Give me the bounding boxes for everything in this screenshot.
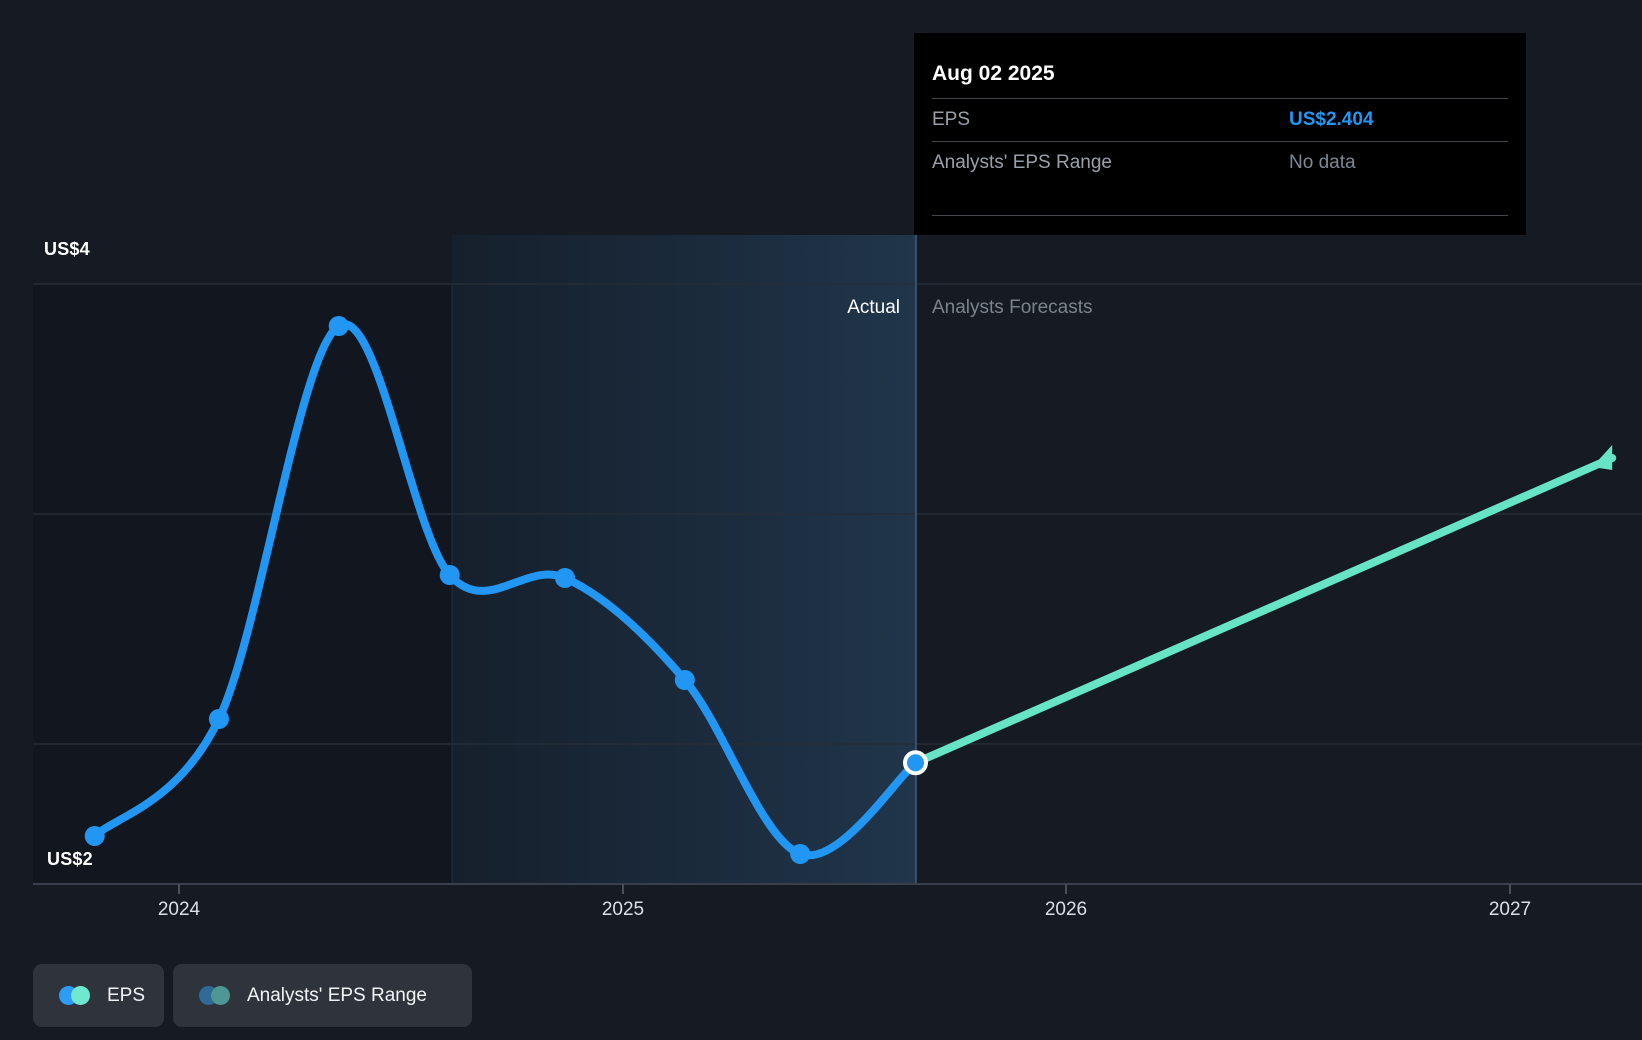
tooltip-date: Aug 02 2025 bbox=[932, 62, 1055, 85]
forecast-end-arrow-icon bbox=[1592, 445, 1613, 470]
tooltip-range-label: Analysts' EPS Range bbox=[932, 152, 1112, 173]
legend-range-label: Analysts' EPS Range bbox=[247, 984, 427, 1006]
range-teal-dot-icon bbox=[211, 986, 230, 1005]
eps-point[interactable] bbox=[328, 316, 349, 336]
x-axis-label-2025: 2025 bbox=[601, 899, 645, 920]
tooltip-separator bbox=[932, 141, 1508, 142]
eps-teal-dot-icon bbox=[71, 986, 90, 1005]
series-line-forecast bbox=[911, 454, 1617, 767]
legend-pill-eps[interactable]: EPS bbox=[33, 964, 164, 1027]
x-axis-label-2026: 2026 bbox=[1044, 899, 1088, 920]
phase-label-forecasts: Analysts Forecasts bbox=[932, 297, 1093, 318]
eps-point[interactable] bbox=[208, 709, 229, 729]
tooltip-separator bbox=[932, 98, 1508, 99]
hovered-eps-point[interactable] bbox=[903, 750, 928, 776]
tooltip-row-eps: EPS US$2.404 bbox=[932, 99, 1508, 141]
tooltip-eps-label: EPS bbox=[932, 109, 971, 130]
tooltip-eps-value: US$2.404 bbox=[1289, 109, 1374, 130]
pre-band-shade bbox=[33, 284, 452, 884]
eps-point[interactable] bbox=[790, 844, 811, 864]
y-axis-label-us4: US$4 bbox=[44, 239, 90, 259]
tooltip-range-value: No data bbox=[1289, 152, 1356, 173]
eps-point[interactable] bbox=[84, 826, 105, 846]
eps-point[interactable] bbox=[555, 568, 575, 588]
eps-point[interactable] bbox=[674, 670, 695, 690]
series-points bbox=[84, 316, 1613, 864]
x-axis-label-2027: 2027 bbox=[1488, 899, 1532, 920]
x-axis-label-2024: 2024 bbox=[157, 899, 201, 920]
legend-eps-label: EPS bbox=[107, 984, 146, 1006]
phase-label-actual: Actual bbox=[847, 297, 900, 318]
eps-point[interactable] bbox=[439, 565, 460, 585]
legend-pill-analysts-eps-range[interactable]: Analysts' EPS Range bbox=[173, 964, 472, 1027]
y-axis-label-us2: US$2 bbox=[47, 849, 93, 869]
tooltip-bottom-separator bbox=[932, 215, 1508, 216]
actual-band bbox=[452, 235, 916, 884]
tooltip: Aug 02 2025 EPS US$2.404 Analysts' EPS R… bbox=[914, 33, 1526, 235]
tooltip-row-range: Analysts' EPS Range No data bbox=[932, 142, 1508, 184]
